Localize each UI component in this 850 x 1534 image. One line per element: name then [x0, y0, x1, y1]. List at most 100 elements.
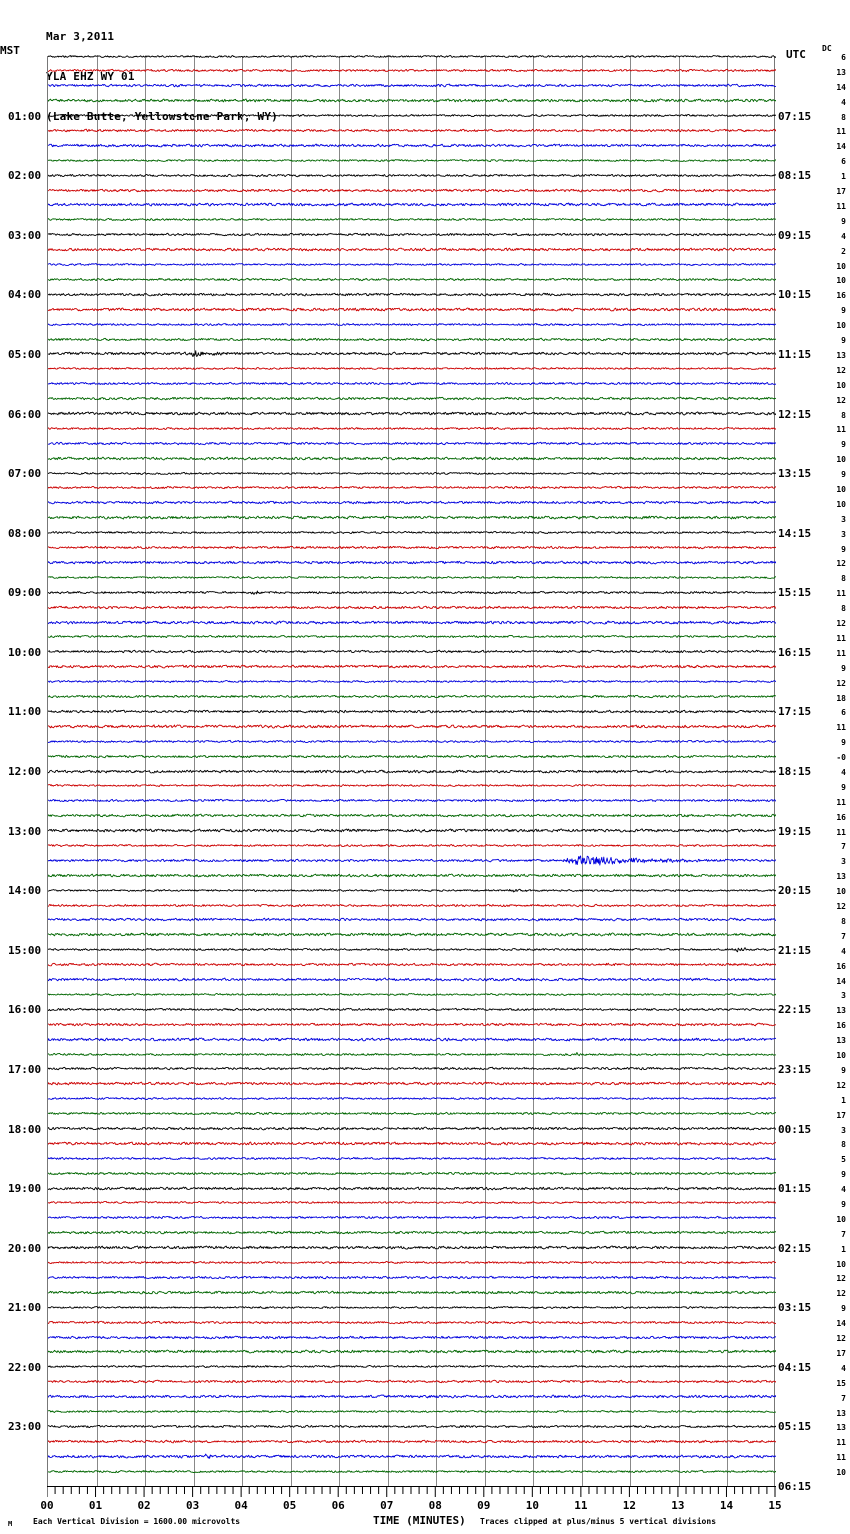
mst-hour-label: 13:00 — [8, 824, 42, 838]
utc-hour-label: 01:15 — [778, 1182, 812, 1196]
seismic-trace — [48, 972, 776, 987]
dc-offset-value: 14 — [836, 142, 846, 152]
seismic-trace — [48, 93, 776, 108]
dc-offset-value: 16 — [836, 812, 846, 822]
dc-offset-value: 6 — [841, 157, 846, 167]
seismic-trace — [48, 1404, 776, 1419]
seismic-trace — [48, 912, 776, 927]
seismic-trace — [48, 570, 776, 585]
x-tick-label: 08 — [428, 1499, 442, 1512]
x-tick-label: 05 — [283, 1499, 297, 1512]
seismic-trace — [48, 555, 776, 570]
dc-offset-value: 10 — [836, 380, 846, 390]
seismic-trace — [48, 1076, 776, 1091]
utc-hour-label: 04:15 — [778, 1360, 812, 1374]
mst-hour-label: 06:00 — [8, 407, 42, 421]
dc-offset-value: 4 — [841, 1185, 846, 1195]
seismic-trace — [48, 332, 776, 347]
dc-offset-value: 9 — [841, 544, 846, 554]
dc-offset-value: 9 — [841, 336, 846, 346]
mst-hour-label: 16:00 — [8, 1003, 42, 1017]
mst-hour-label: 02:00 — [8, 169, 42, 183]
utc-hour-label: 07:15 — [778, 109, 812, 123]
dc-offset-value: 1 — [841, 1244, 846, 1254]
clip-note: Traces clipped at plus/minus 5 vertical … — [480, 1517, 717, 1526]
seismic-trace — [48, 615, 776, 630]
header-station: YLA EHZ WY 01 — [46, 70, 135, 84]
mst-hour-label: 04:00 — [8, 288, 42, 302]
x-tick-label: 11 — [574, 1499, 588, 1512]
vertical-gridline — [678, 56, 680, 1486]
dc-offset-value: 17 — [836, 187, 846, 197]
mst-axis-label: MST — [0, 44, 20, 57]
seismic-trace — [48, 853, 776, 868]
dc-offset-value: 9 — [841, 663, 846, 673]
dc-offset-value: 10 — [836, 276, 846, 286]
dc-offset-value: 16 — [836, 961, 846, 971]
dc-offset-value: 9 — [841, 782, 846, 792]
mst-hour-label: 11:00 — [8, 705, 42, 719]
dc-offset-value: 9 — [841, 216, 846, 226]
utc-hour-label: 14:15 — [778, 526, 812, 540]
header-date: Mar 3,2011 — [46, 30, 115, 44]
mst-hour-label: 08:00 — [8, 526, 42, 540]
seismic-trace — [48, 1359, 776, 1374]
seismic-trace — [48, 421, 776, 436]
dc-offset-value: 7 — [841, 842, 846, 852]
seismic-trace — [48, 361, 776, 376]
seismic-trace — [48, 704, 776, 719]
utc-hour-label: 09:15 — [778, 228, 812, 242]
seismic-trace — [48, 272, 776, 287]
dc-offset-value: 1 — [841, 172, 846, 182]
dc-offset-value: 10 — [836, 484, 846, 494]
x-axis-tick-labels: 00 01 02 03 04 05 06 07 08 09 10 11 12 13 14 15 — [0, 1499, 850, 1513]
seismic-trace — [48, 1449, 776, 1464]
utc-hour-label: 00:15 — [778, 1122, 812, 1136]
seismic-trace — [48, 1166, 776, 1181]
seismic-trace — [48, 1136, 776, 1151]
seismic-trace — [48, 451, 776, 466]
seismic-trace — [48, 436, 776, 451]
dc-offset-value: 10 — [836, 1468, 846, 1478]
seismic-trace — [48, 1121, 776, 1136]
dc-offset-value: 17 — [836, 1348, 846, 1358]
seismic-trace — [48, 391, 776, 406]
x-axis-ticks — [47, 1486, 776, 1497]
dc-offset-value: 9 — [841, 440, 846, 450]
dc-offset-value: 11 — [836, 648, 846, 658]
dc-offset-value: 11 — [836, 1438, 846, 1448]
dc-offset-value: 12 — [836, 1274, 846, 1284]
seismic-trace — [48, 644, 776, 659]
mst-hour-label: 19:00 — [8, 1182, 42, 1196]
seismic-trace — [48, 49, 776, 64]
seismic-trace — [48, 183, 776, 198]
dc-offset-value: 7 — [841, 931, 846, 941]
seismogram-plot-area[interactable] — [47, 54, 776, 1486]
mst-hour-label: 15:00 — [8, 943, 42, 957]
dc-offset-value: 11 — [836, 797, 846, 807]
dc-offset-value: 10 — [836, 455, 846, 465]
dc-offset-value: -0 — [836, 753, 846, 763]
seismic-trace — [48, 168, 776, 183]
seismic-trace — [48, 749, 776, 764]
dc-offset-value: 3 — [841, 991, 846, 1001]
x-tick-label: 09 — [477, 1499, 491, 1512]
seismic-trace — [48, 823, 776, 838]
seismic-trace — [48, 63, 776, 78]
dc-offset-value: 3 — [841, 1125, 846, 1135]
utc-hour-label: 03:15 — [778, 1301, 812, 1315]
x-tick-label: 06 — [331, 1499, 345, 1512]
utc-hour-label: 12:15 — [778, 407, 812, 421]
seismic-trace — [48, 1017, 776, 1032]
dc-offset-value: 11 — [836, 127, 846, 137]
seismic-trace — [48, 317, 776, 332]
dc-offset-value: 4 — [841, 946, 846, 956]
dc-offset-value: 10 — [836, 499, 846, 509]
seismic-trace — [48, 1389, 776, 1404]
seismic-trace — [48, 1225, 776, 1240]
seismic-trace — [48, 153, 776, 168]
mst-hour-label: 23:00 — [8, 1420, 42, 1434]
mst-hour-label: 12:00 — [8, 765, 42, 778]
vertical-gridline — [436, 56, 438, 1486]
dc-offset-value: 14 — [836, 976, 846, 986]
